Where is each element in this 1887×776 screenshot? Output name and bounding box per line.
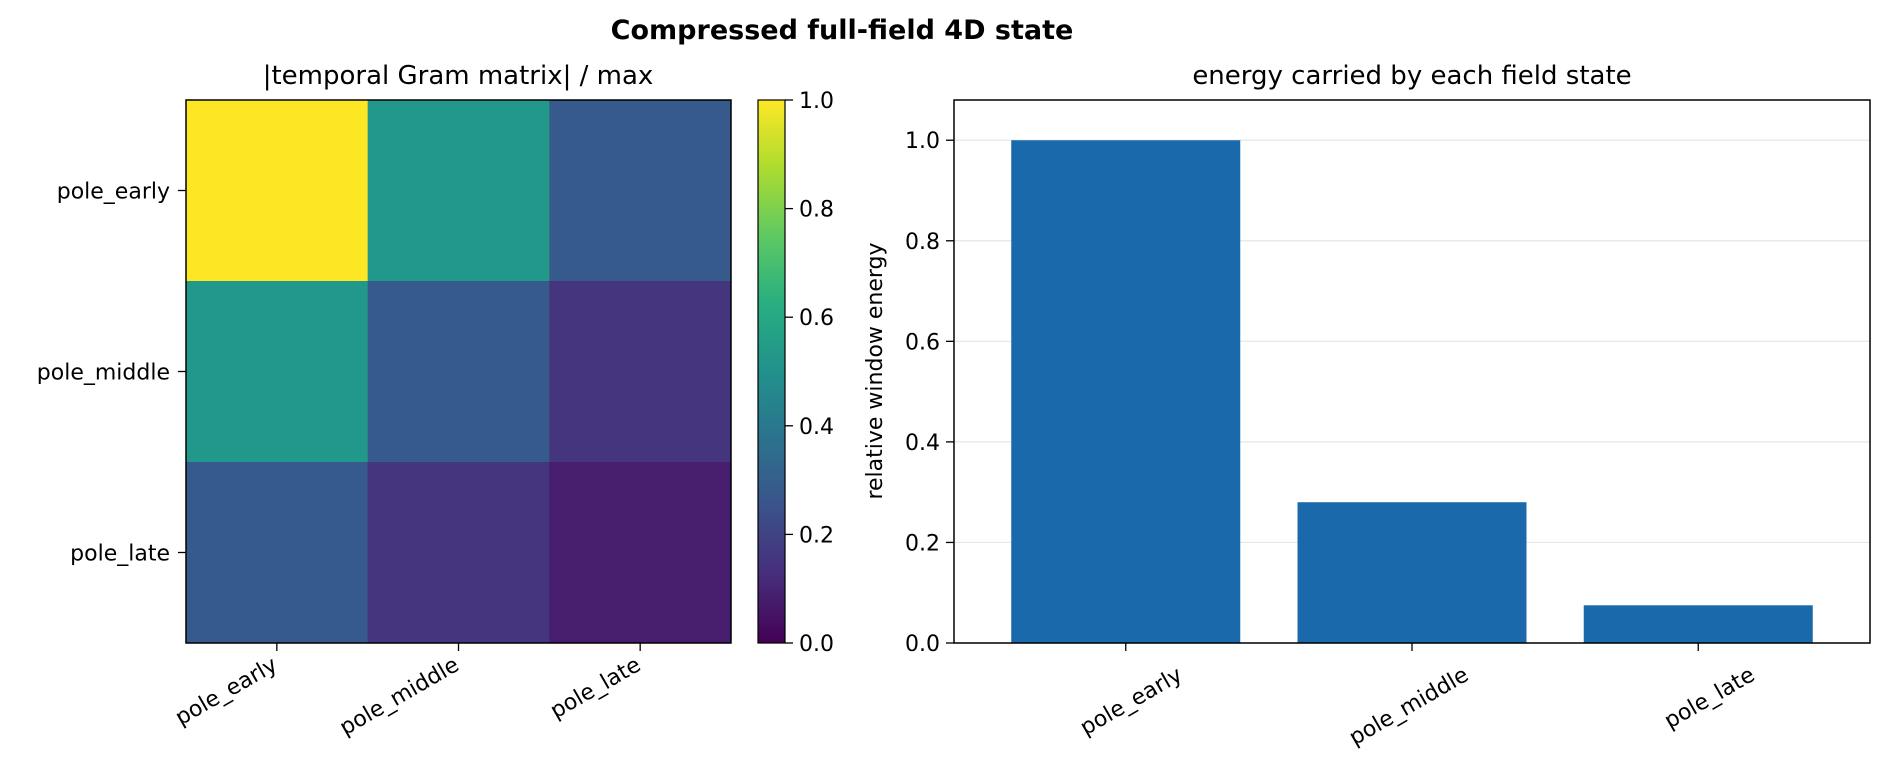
bar-y-tick-label: 0.2: [905, 531, 940, 556]
heatmap-cell: [186, 281, 369, 463]
heatmap-cell: [549, 462, 732, 644]
heatmap-cells: [186, 100, 732, 644]
heatmap-y-axis: pole_early pole_middle pole_late: [37, 180, 186, 567]
bar-panel: energy carried by each field state 0.00.…: [863, 61, 1871, 751]
bar: [1011, 140, 1241, 643]
heatmap-x-tick-label: pole_late: [546, 653, 645, 725]
bar-y-axis: 0.0 0.2 0.4 0.6 0.8 1.0: [905, 129, 954, 657]
bar-y-tick-label: 0.8: [905, 230, 940, 255]
bar-x-axis: pole_early pole_middle pole_late: [1076, 643, 1759, 751]
heatmap-panel: |temporal Gram matrix| / max pole_early p…: [37, 61, 732, 741]
heatmap-cell: [186, 462, 369, 644]
heatmap-cell: [367, 462, 550, 644]
heatmap-cell: [186, 100, 369, 282]
bar-y-tick-label: 0.4: [905, 431, 940, 456]
bar-y-tick-label: 0.0: [905, 632, 940, 657]
bar: [1583, 605, 1813, 643]
colorbar-tick-label: 0.8: [799, 198, 834, 223]
colorbar: 0.0 0.2 0.4 0.6 0.8 1.0: [757, 89, 834, 657]
heatmap-y-tick-label: pole_late: [70, 542, 170, 567]
colorbar-tick-label: 0.2: [799, 523, 834, 548]
heatmap-cell: [549, 100, 732, 282]
heatmap-y-tick-label: pole_middle: [37, 361, 170, 386]
bar-y-tick-label: 0.6: [905, 330, 940, 355]
figure-suptitle: Compressed full-field 4D state: [611, 15, 1074, 46]
heatmap-cell: [549, 281, 732, 463]
bar-chart-title: energy carried by each field state: [1192, 61, 1631, 91]
heatmap-y-tick-label: pole_early: [57, 180, 170, 205]
colorbar-tick-label: 0.4: [799, 415, 834, 440]
bar-x-tick-label: pole_late: [1660, 663, 1759, 735]
heatmap-cell: [367, 100, 550, 282]
bars: [1011, 140, 1813, 643]
bar-x-tick-label: pole_middle: [1345, 663, 1473, 751]
colorbar-tick-label: 1.0: [799, 89, 834, 114]
heatmap-x-axis: pole_early pole_middle pole_late: [171, 643, 645, 741]
colorbar-ticks: 0.0 0.2 0.4 0.6 0.8 1.0: [785, 89, 834, 657]
colorbar-tick-label: 0.0: [799, 632, 834, 657]
bar: [1297, 502, 1527, 643]
bar-x-tick-label: pole_early: [1076, 663, 1187, 741]
colorbar-tick-label: 0.6: [799, 306, 834, 331]
colorbar-gradient: [757, 99, 786, 644]
heatmap-title: |temporal Gram matrix| / max: [263, 61, 654, 91]
heatmap-x-tick-label: pole_early: [171, 653, 282, 731]
bar-y-tick-label: 1.0: [905, 129, 940, 154]
heatmap-x-tick-label: pole_middle: [336, 653, 464, 741]
bar-y-axis-label: relative window energy: [863, 242, 888, 499]
heatmap-cell: [367, 281, 550, 463]
